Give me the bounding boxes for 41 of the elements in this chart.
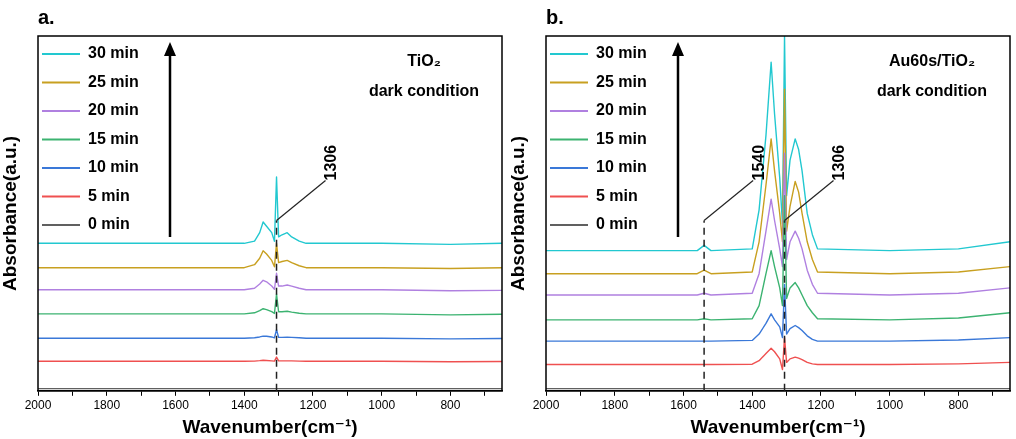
ref-line-label: 1306 — [321, 144, 339, 181]
legend-label: 25 min — [88, 72, 139, 90]
x-axis-title: Wavenumber(cm⁻¹) — [182, 415, 358, 437]
legend-label: 5 min — [88, 186, 130, 204]
x-tick-label: 1000 — [368, 398, 396, 413]
text: dark condition — [368, 82, 480, 100]
x-tick-label: 1200 — [807, 398, 835, 413]
annotation: Au60s/TiO₂ — [889, 52, 975, 70]
x-tick-label: 800 — [948, 398, 969, 413]
x-tick-label: 1600 — [162, 398, 190, 413]
x-tick-label: 1000 — [876, 398, 904, 413]
chart-title: b. — [546, 5, 564, 28]
x-tick-label: 1800 — [93, 398, 121, 413]
legend-label: 15 min — [596, 129, 647, 147]
x-tick-label: 800 — [440, 398, 461, 413]
legend-label: 30 min — [88, 44, 139, 62]
x-axis-title: Wavenumber(cm⁻¹) — [690, 415, 866, 437]
x-tick-label: 1200 — [299, 398, 327, 413]
chart-title: a. — [38, 5, 55, 28]
legend-label: 20 min — [596, 101, 647, 119]
legend-label: 30 min — [596, 44, 647, 62]
x-tick-label: 2000 — [532, 398, 560, 413]
x-tick-label: 1400 — [230, 398, 258, 413]
x-tick-label: 2000 — [24, 398, 52, 413]
legend-label: 5 min — [596, 186, 638, 204]
text: TiO₂ — [407, 52, 441, 70]
legend-label: 10 min — [596, 158, 647, 176]
legend-label: 25 min — [596, 72, 647, 90]
x-tick-label: 1400 — [738, 398, 766, 413]
x-tick-label: 1800 — [601, 398, 629, 413]
legend-label: 0 min — [88, 215, 130, 233]
annotation: dark condition — [876, 82, 988, 100]
ref-line-label: 1306 — [829, 144, 847, 181]
y-axis-title: Absorbance(a.u.) — [506, 135, 528, 291]
legend-label: 10 min — [88, 158, 139, 176]
y-axis-title: Absorbance(a.u.) — [0, 135, 20, 291]
legend-label: 20 min — [88, 101, 139, 119]
ref-line-label: 1540 — [749, 144, 767, 181]
legend-label: 15 min — [88, 129, 139, 147]
legend-label: 0 min — [596, 215, 638, 233]
x-tick-label: 1600 — [670, 398, 698, 413]
